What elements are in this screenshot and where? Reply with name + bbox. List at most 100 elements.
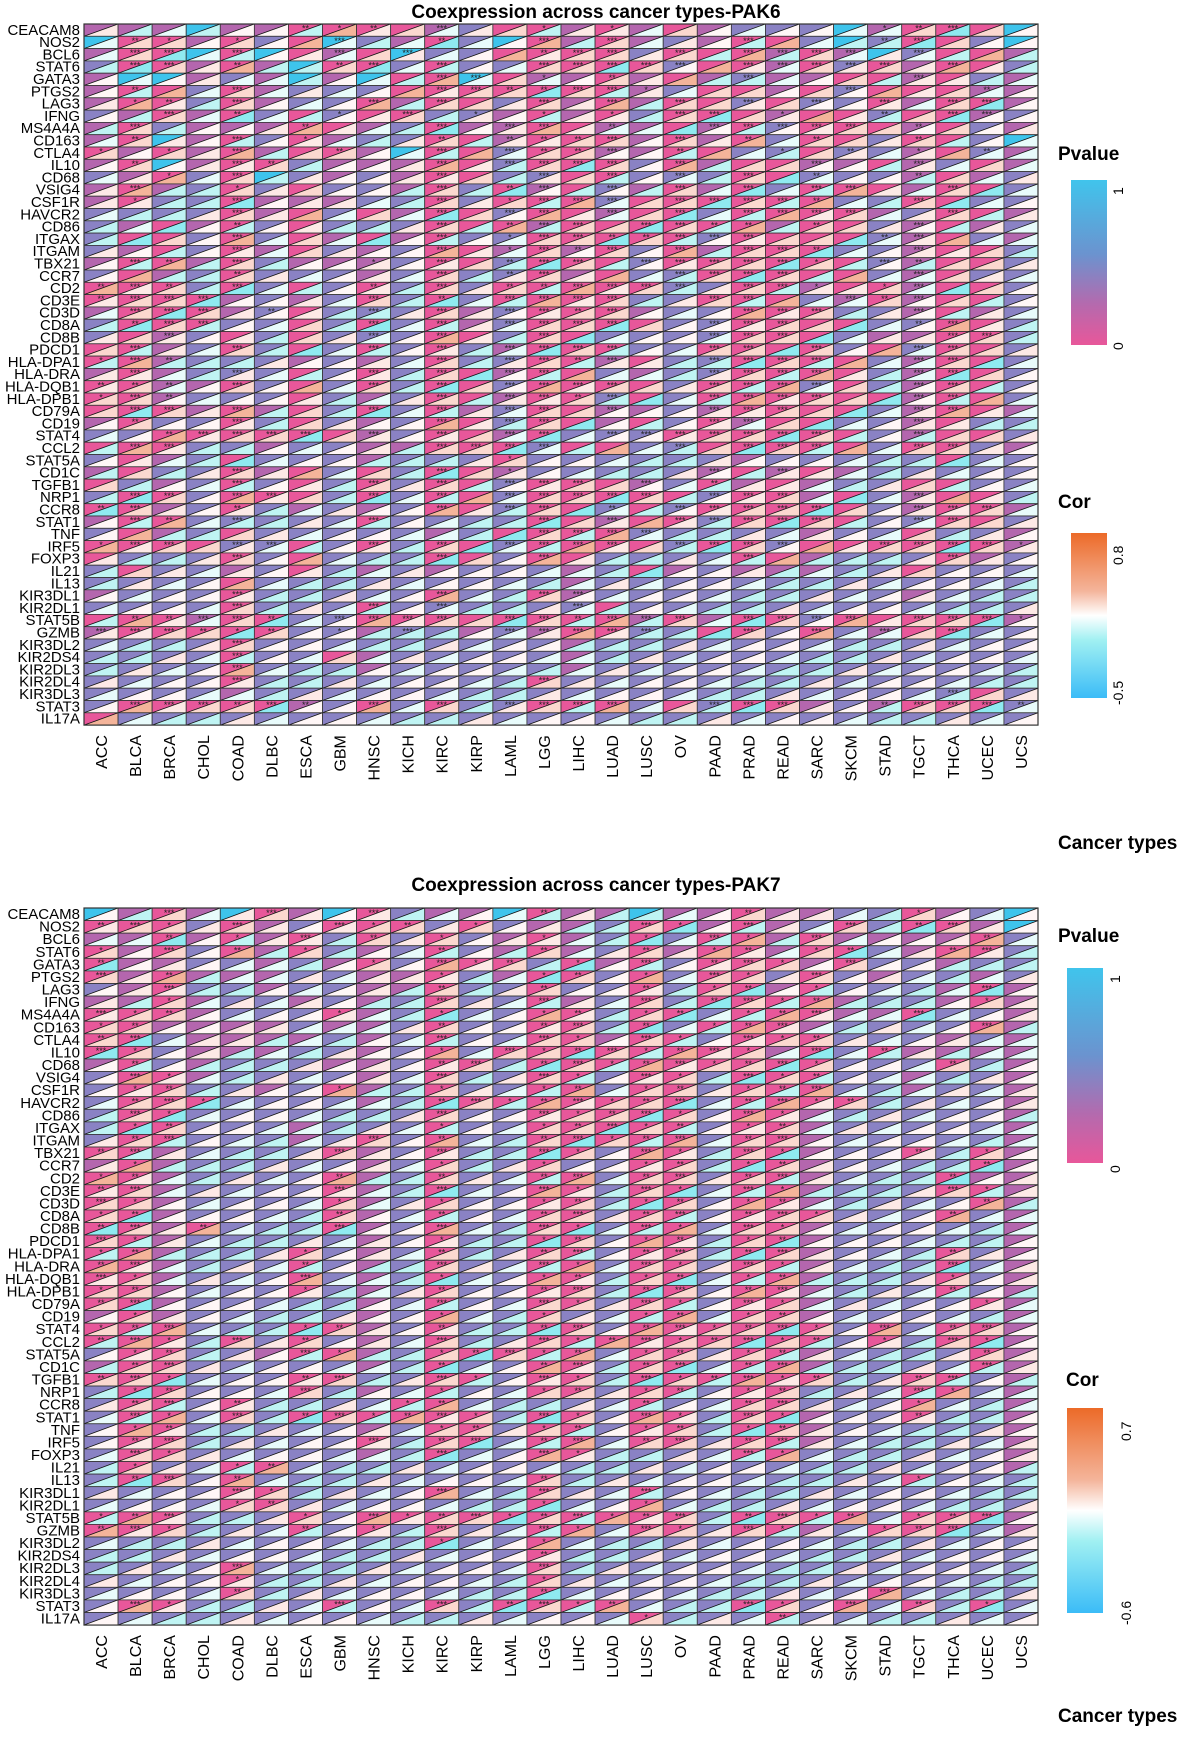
significance-stars: *** (436, 220, 447, 230)
significance-stars: ** (200, 1222, 208, 1232)
heatmap-cell (219, 23, 255, 37)
heatmap-cell (390, 1524, 426, 1538)
heatmap-cell: * (356, 920, 392, 934)
significance-stars: ** (98, 380, 106, 390)
significance-stars: ** (506, 184, 514, 194)
significance-stars: *** (368, 540, 379, 550)
pak7-heatmap-panel: Coexpression across cancer types-PAK7 CE… (0, 873, 1192, 1746)
heatmap-cell: *** (935, 1373, 971, 1387)
heatmap-cell: ** (765, 1612, 800, 1626)
significance-stars: *** (232, 1562, 243, 1572)
significance-stars: ** (166, 516, 174, 526)
heatmap-cell (458, 134, 494, 148)
heatmap-cell: *** (594, 490, 630, 505)
heatmap-cell (594, 1373, 630, 1387)
heatmap-cell: *** (117, 441, 153, 455)
heatmap-cell (390, 700, 426, 714)
heatmap-cell (390, 957, 426, 972)
heatmap-cell: * (765, 1071, 800, 1085)
heatmap-cell (901, 995, 937, 1010)
significance-stars: * (713, 983, 717, 993)
heatmap-cell (594, 454, 630, 468)
heatmap-cell (83, 1536, 119, 1550)
significance-stars: *** (539, 1298, 550, 1308)
heatmap-cell (765, 183, 800, 197)
significance-stars: ** (234, 1474, 242, 1484)
row-label: PDCD1 (29, 342, 80, 359)
significance-stars: *** (948, 208, 959, 218)
significance-stars: ** (643, 1512, 651, 1522)
heatmap-cell: *** (730, 35, 766, 49)
heatmap-cell: *** (492, 700, 528, 714)
significance-stars: ** (745, 1096, 753, 1106)
significance-stars: ** (98, 1524, 106, 1534)
heatmap-cell: *** (901, 343, 937, 357)
row-label: VSIG4 (36, 1070, 80, 1087)
significance-stars: ** (915, 1411, 923, 1421)
heatmap-cell: *** (730, 1410, 766, 1425)
heatmap-cell (901, 109, 937, 123)
heatmap-cell: *** (219, 601, 255, 615)
heatmap-cell: * (526, 1347, 562, 1362)
significance-stars: ** (540, 908, 548, 918)
heatmap-cell (1003, 60, 1039, 74)
heatmap-cell (185, 417, 221, 431)
significance-stars: *** (982, 97, 993, 107)
heatmap-cell: *** (356, 490, 392, 505)
significance-stars: *** (539, 233, 550, 243)
significance-stars: *** (777, 491, 788, 501)
significance-stars: ** (949, 946, 957, 956)
heatmap-cell: * (560, 1524, 596, 1538)
heatmap-cell (322, 478, 357, 492)
heatmap-cell (867, 220, 903, 234)
heatmap-cell (253, 1335, 289, 1349)
significance-stars: *** (743, 208, 754, 218)
significance-stars: *** (641, 958, 652, 968)
heatmap-cell: * (424, 1083, 460, 1098)
row-label: TBX21 (34, 1145, 80, 1162)
heatmap-cell: *** (730, 1184, 766, 1198)
heatmap-cell: ** (628, 1247, 664, 1261)
heatmap-cell: *** (594, 158, 630, 173)
heatmap-cell (219, 1171, 255, 1186)
heatmap-cell: * (560, 1599, 596, 1613)
heatmap-cell: ** (322, 60, 357, 74)
significance-stars: ** (745, 983, 753, 993)
heatmap-cell: *** (628, 1146, 664, 1160)
significance-stars: ** (575, 1235, 583, 1245)
heatmap-cell (662, 404, 698, 418)
heatmap-cell: *** (696, 294, 732, 308)
heatmap-cell: * (322, 109, 357, 123)
heatmap-cell (662, 72, 698, 86)
heatmap-cell (1003, 907, 1039, 921)
significance-stars: * (167, 1071, 171, 1081)
heatmap-cell (117, 269, 153, 283)
heatmap-cell (458, 355, 494, 369)
heatmap-cell (356, 232, 392, 246)
heatmap-cell (253, 1423, 289, 1437)
significance-stars: ** (268, 159, 276, 169)
significance-stars: * (542, 933, 546, 943)
row-label: VSIG4 (36, 182, 80, 199)
significance-stars: ** (234, 700, 242, 710)
heatmap-cell (458, 1297, 494, 1311)
heatmap-cell (492, 1008, 528, 1022)
heatmap-cell: *** (730, 957, 766, 972)
heatmap-cell (185, 1008, 221, 1022)
heatmap-cell: ** (424, 1058, 460, 1072)
heatmap-cell: *** (526, 35, 562, 49)
heatmap-cell: *** (969, 983, 1005, 997)
heatmap-cell (969, 1033, 1005, 1047)
heatmap-cell (833, 663, 869, 677)
significance-stars: ** (813, 1336, 821, 1346)
heatmap-cell (1003, 1612, 1039, 1626)
heatmap-cell (458, 970, 494, 984)
significance-stars: *** (777, 503, 788, 513)
heatmap-cell (833, 1423, 869, 1437)
heatmap-cell (765, 1586, 800, 1601)
heatmap-cell (833, 687, 869, 701)
heatmap-cell: *** (867, 257, 903, 271)
heatmap-cell (151, 1586, 187, 1601)
significance-stars: * (610, 1512, 614, 1522)
significance-stars: *** (675, 282, 686, 292)
